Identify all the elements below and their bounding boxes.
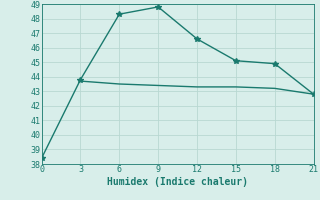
X-axis label: Humidex (Indice chaleur): Humidex (Indice chaleur) <box>107 177 248 187</box>
